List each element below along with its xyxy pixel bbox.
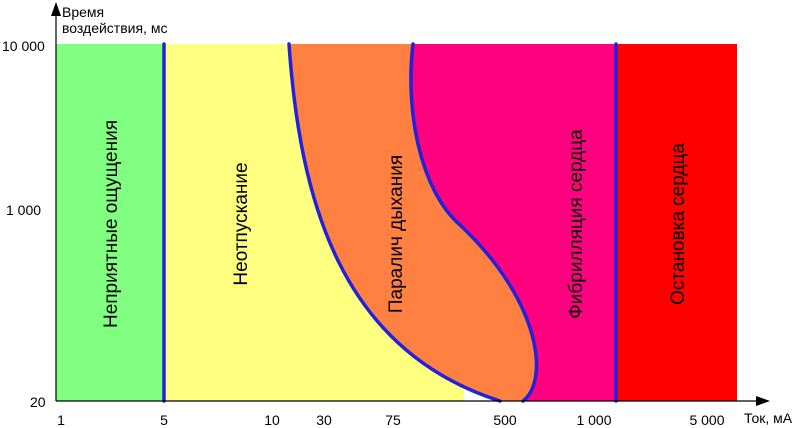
zone-label: Остановка сердца [668,143,689,305]
y-tick-label: 20 [30,394,46,410]
x-tick-label: 500 [493,412,517,428]
zone-cardiac-arrest [616,44,737,401]
x-tick-label: 10 [264,412,280,428]
zone-respiratory-paralysis [289,44,537,401]
x-tick-label: 5 [160,412,168,428]
x-tick-label: 1 000 [576,412,611,428]
x-tick-label: 1 [57,412,65,428]
x-tick-label: 30 [316,412,332,428]
boundary-curve [409,42,539,403]
x-tick-label: 75 [385,412,401,428]
zone-label: Неотпускание [231,162,252,285]
x-axis-label: Ток, мА [744,410,793,426]
y-axis-label-line: Время [62,4,104,20]
y-tick-label: 10 000 [2,38,45,54]
y-tick-label: 1 000 [6,202,41,218]
boundary-curve [287,42,502,403]
zone-label: Фибрилляция сердца [566,129,587,319]
x-axis-arrow [756,396,770,406]
zone-label: Неприятные ощущения [101,120,122,328]
x-tick-label: 5 000 [689,412,724,428]
zone-label: Паралич дыхания [386,155,407,313]
y-axis-label-line: воздействия, мс [62,20,167,36]
zone-cardiac-fibrillation [410,44,616,401]
y-axis-label: Время воздействия, мс [62,4,167,36]
y-axis-arrow [51,2,61,16]
zone-unpleasant-sensations [56,44,164,401]
